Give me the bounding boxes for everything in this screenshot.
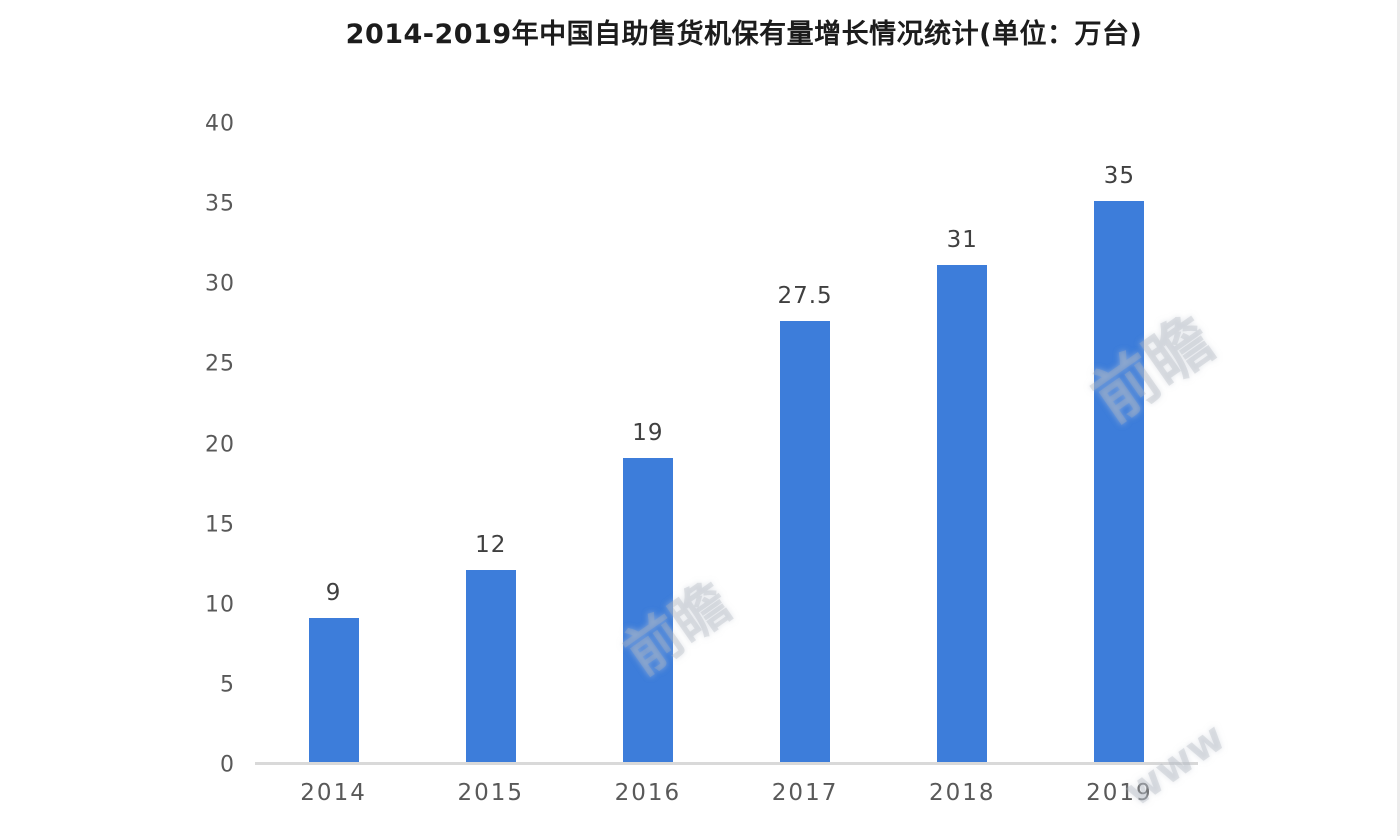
y-tick-label-10: 10 <box>205 592 235 618</box>
x-tick-label-2016: 2016 <box>614 780 682 806</box>
bar-2019 <box>1094 201 1145 762</box>
y-tick-label-30: 30 <box>205 271 235 297</box>
bar-2014 <box>308 617 359 762</box>
bar-2016 <box>622 457 673 762</box>
bar-2015 <box>465 569 516 762</box>
y-tick-label-25: 25 <box>205 351 235 377</box>
bar-value-label-2015: 12 <box>475 531 507 558</box>
bar-2018 <box>937 265 988 762</box>
y-tick-label-0: 0 <box>220 752 235 778</box>
bar-value-label-2016: 19 <box>632 419 664 446</box>
x-tick-label-2014: 2014 <box>300 780 367 806</box>
x-tick-label-2018: 2018 <box>928 780 996 806</box>
bar-value-label-2014: 9 <box>325 579 342 606</box>
y-tick-label-5: 5 <box>220 672 235 698</box>
chart-title: 2014-2019年中国自助售货机保有量增长情况统计(单位：万台) <box>345 19 1143 50</box>
bar-value-label-2017: 27.5 <box>777 283 833 310</box>
bar-value-label-2018: 31 <box>946 227 978 254</box>
y-tick-label-20: 20 <box>205 432 235 457</box>
plot-area: 9 2014 12 2015 19 2016 27.5 2017 31 2018 35 2019 <box>255 124 1198 806</box>
y-tick-label-15: 15 <box>205 512 235 538</box>
y-tick-label-40: 40 <box>205 111 235 137</box>
bar-2017 <box>780 321 831 762</box>
x-tick-label-2017: 2017 <box>771 780 839 806</box>
y-tick-label-35: 35 <box>205 191 235 217</box>
right-edge-artifact <box>1397 0 1400 836</box>
x-tick-label-2015: 2015 <box>457 780 525 806</box>
x-tick-label-2019: 2019 <box>1086 780 1153 806</box>
bar-value-label-2019: 35 <box>1103 163 1136 190</box>
